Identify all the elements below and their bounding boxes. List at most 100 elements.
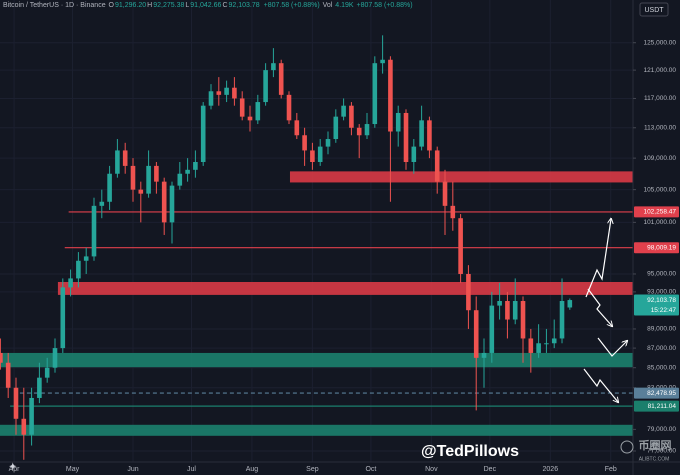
candle-body	[68, 278, 73, 288]
y-tick-label: 93,000.00	[647, 289, 676, 296]
candle-body	[325, 139, 331, 147]
ohlc-value: 91,296.20	[115, 2, 147, 9]
y-tick-label: 121,000.00	[643, 67, 676, 74]
candle-body	[349, 105, 354, 128]
x-tick-label: Aug	[246, 466, 259, 473]
x-tick-label: Jun	[127, 466, 138, 473]
candle-body	[466, 273, 471, 311]
x-tick-label: Dec	[484, 466, 497, 473]
candle-body	[372, 63, 378, 125]
candle-body	[239, 98, 245, 117]
y-tick-label: 125,000.00	[643, 39, 676, 46]
candle-body	[450, 205, 456, 219]
candle-body	[83, 256, 89, 261]
candle-body	[559, 301, 565, 339]
arrow-down	[587, 288, 612, 326]
ohlc-value: 92,275.38	[153, 2, 185, 9]
candle-body	[473, 310, 479, 358]
ohlc-key: H	[147, 2, 153, 9]
level-label: 102,258.47	[643, 209, 676, 216]
candle-body	[294, 120, 300, 136]
price-tag	[634, 387, 679, 399]
y-tick-label: 105,000.00	[643, 186, 676, 193]
level-label: 82,478.95	[647, 390, 676, 397]
candle-body	[200, 105, 206, 163]
y-tick-label: 95,000.00	[647, 271, 676, 278]
candle-body	[333, 116, 339, 140]
candle-body	[497, 301, 502, 306]
candle-body	[255, 102, 261, 121]
zone	[57, 281, 634, 295]
candle-body	[395, 112, 401, 132]
candle-body	[310, 150, 315, 163]
candle-body	[130, 165, 136, 190]
y-tick-label: 79,000.00	[647, 426, 676, 433]
candle-body	[224, 87, 229, 95]
y-tick-label: 101,000.00	[643, 219, 676, 226]
candle-body	[91, 205, 97, 257]
ohlc-key: L	[185, 2, 190, 9]
level-label: 81,211.04	[648, 403, 677, 410]
candle-body	[44, 367, 50, 378]
candle-body	[544, 343, 549, 345]
price-tag	[634, 206, 679, 218]
arrows	[583, 219, 627, 402]
candle-body	[122, 150, 128, 166]
x-tick-label: Feb	[605, 466, 617, 473]
candle-body	[434, 150, 440, 182]
candle-body	[528, 338, 534, 353]
x-tick-label: Apr	[9, 466, 21, 473]
candle-body	[169, 185, 175, 223]
vol-change: +807.58 (+0.88%)	[356, 2, 413, 9]
candle-body	[271, 63, 276, 71]
currency: USDT	[644, 7, 664, 14]
candle-body	[356, 127, 362, 136]
vol-value: 4.19K	[335, 2, 354, 9]
candle-body	[13, 387, 19, 419]
ohlc-value: 92,103.78	[228, 2, 260, 9]
candles	[0, 35, 573, 460]
candle-body	[115, 150, 120, 174]
tv-logo: ✦	[9, 461, 17, 471]
candle-body	[512, 301, 518, 320]
logo-sub: ALIBTC.COM	[639, 456, 670, 462]
candle-body	[388, 59, 393, 132]
candle-body	[154, 165, 159, 182]
arrow-up	[585, 219, 611, 298]
logo-icon	[620, 440, 634, 454]
symbol: Bitcoin / TetherUS · 1D · Binance	[3, 2, 106, 9]
candle-body	[107, 173, 112, 202]
candle-body	[317, 146, 323, 163]
candle-body	[505, 301, 510, 320]
x-tick-label: May	[66, 466, 80, 473]
y-tick-label: 85,000.00	[647, 364, 676, 371]
candle-body	[138, 189, 144, 194]
arrow-bounce	[597, 337, 627, 357]
zone	[289, 171, 633, 183]
candle-body	[442, 181, 448, 206]
candle-body	[419, 120, 424, 147]
last-price-label: 92,103.78	[647, 297, 676, 304]
currency-box	[639, 2, 669, 17]
candle-body	[21, 418, 27, 435]
candle-body	[567, 300, 573, 308]
candle-body	[520, 301, 526, 339]
x-tick-label: Oct	[365, 466, 376, 473]
candle-body	[232, 87, 237, 99]
candle-body	[536, 343, 541, 353]
price-tag	[634, 242, 679, 254]
zone	[0, 352, 633, 368]
ohlc-key: C	[222, 2, 228, 9]
arrow-down-low	[583, 368, 618, 402]
x-tick-label: Jul	[187, 466, 196, 473]
y-tick-label: 89,000.00	[647, 326, 676, 333]
x-tick-label: Sep	[306, 466, 319, 473]
candle-body	[380, 59, 385, 64]
countdown: 15:22:47	[651, 307, 677, 314]
level-label: 98,009.19	[647, 244, 676, 251]
y-tick-label: 109,000.00	[643, 155, 676, 162]
logo: 币圈网	[639, 439, 672, 452]
